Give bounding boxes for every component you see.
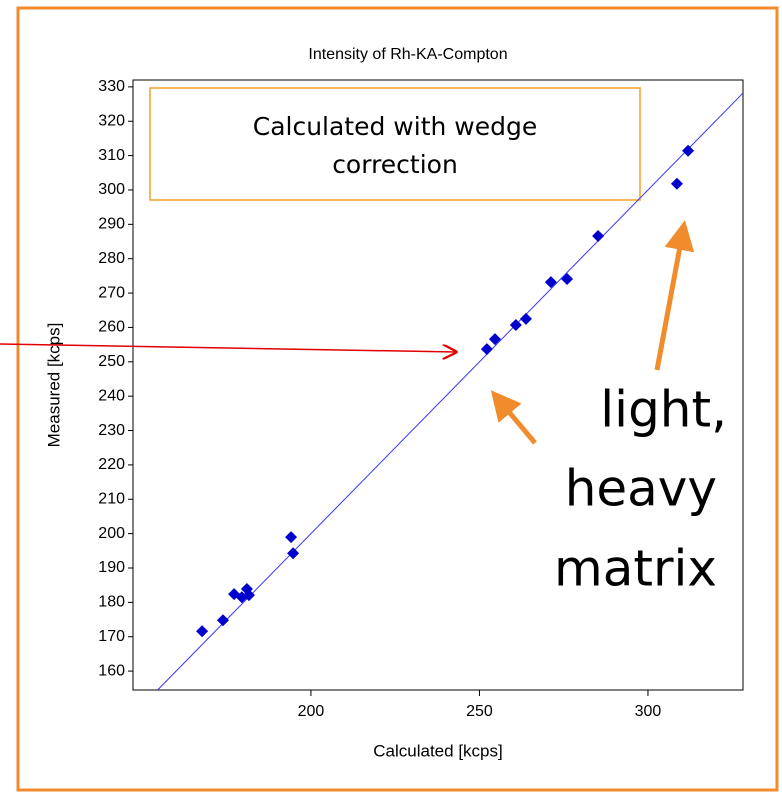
y-tick-label: 160 xyxy=(98,662,125,679)
point xyxy=(670,177,683,190)
point xyxy=(682,144,695,157)
annotation: matrix xyxy=(554,540,717,598)
annotation: heavy xyxy=(565,460,717,518)
point xyxy=(592,230,605,243)
point xyxy=(480,343,493,356)
box-annotation: Calculated with wedge xyxy=(253,112,538,141)
point xyxy=(488,333,501,346)
point xyxy=(519,312,532,325)
point xyxy=(242,589,255,602)
point xyxy=(285,531,298,544)
plot-area xyxy=(132,79,744,691)
point xyxy=(544,276,557,289)
y-tick-label: 230 xyxy=(98,422,125,439)
chart-title: Intensity of Rh-KA-Compton xyxy=(308,46,507,63)
box-annotation: correction xyxy=(332,150,458,179)
y-tick-label: 310 xyxy=(98,147,125,164)
point xyxy=(196,625,209,638)
point xyxy=(216,614,229,627)
y-tick-label: 280 xyxy=(98,250,125,267)
y-tick-label: 290 xyxy=(98,216,125,233)
y-tick-label: 210 xyxy=(98,490,125,507)
y-tick-label: 300 xyxy=(98,181,125,198)
y-tick-label: 320 xyxy=(98,112,125,129)
orange-arrow xyxy=(490,390,537,445)
y-tick-label: 180 xyxy=(98,594,125,611)
orange-arrow xyxy=(654,220,695,371)
point xyxy=(509,319,522,332)
y-tick-label: 220 xyxy=(98,456,125,473)
frame xyxy=(16,6,779,792)
x-tick-label: 250 xyxy=(466,703,493,720)
y-tick-label: 270 xyxy=(98,284,125,301)
y-tick-label: 330 xyxy=(98,78,125,95)
y-tick-label: 200 xyxy=(98,525,125,542)
point xyxy=(287,547,300,560)
x-tick-label: 200 xyxy=(298,703,325,720)
annotation: light, xyxy=(600,381,727,439)
y-tick-label: 260 xyxy=(98,319,125,336)
y-tick-label: 240 xyxy=(98,387,125,404)
x-axis-label: Calculated [kcps] xyxy=(373,741,502,760)
identity-line xyxy=(157,92,744,691)
y-axis-label: Measured [kcps] xyxy=(44,323,63,448)
x-tick-label: 300 xyxy=(635,703,662,720)
annotation-box xyxy=(149,87,641,201)
y-tick-label: 190 xyxy=(98,559,125,576)
y-tick-label: 170 xyxy=(98,628,125,645)
y-tick-label: 250 xyxy=(98,353,125,370)
point xyxy=(561,272,574,285)
red-arrow xyxy=(0,343,456,352)
